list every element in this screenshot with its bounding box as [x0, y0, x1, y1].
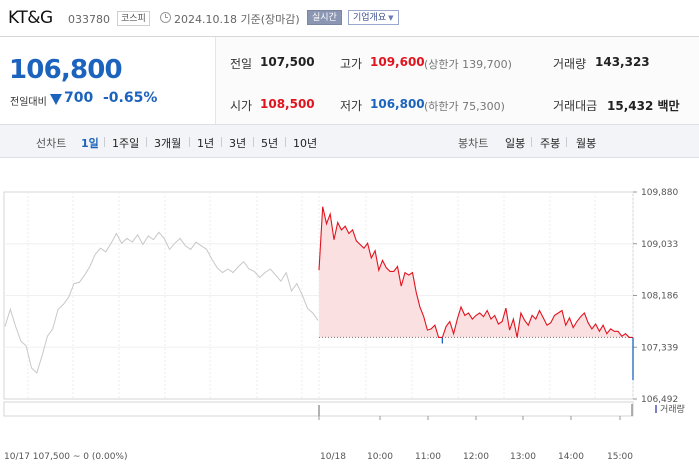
market-badge: 코스피 [117, 11, 150, 26]
x-tick-label: 10/18 [320, 452, 346, 462]
stock-header: KT&G 033780 코스피 2024.10.18 기준(장마감) 실시간 기… [0, 0, 699, 36]
amount-label: 거래대금 [553, 99, 598, 113]
open-label: 시가 [230, 99, 253, 113]
lower-limit: (하한가 75,300) [424, 100, 505, 113]
separator [104, 137, 105, 147]
line-chart-label: 선차트 [36, 137, 67, 150]
change-percent: -0.65% [103, 90, 158, 106]
candle-weekly[interactable]: 주봉 [540, 137, 561, 150]
separator [189, 137, 190, 147]
separator [221, 137, 222, 147]
stock-name: KT&G [8, 8, 53, 28]
high-label: 고가 [340, 57, 363, 71]
period-1y[interactable]: 1년 [197, 137, 215, 150]
separator [285, 137, 286, 147]
period-10y[interactable]: 10년 [293, 137, 318, 150]
period-3m[interactable]: 3개월 [154, 137, 182, 150]
change-amount: 700 [64, 90, 94, 106]
upper-limit: (상한가 139,700) [424, 58, 512, 71]
period-5y[interactable]: 5년 [261, 137, 279, 150]
separator [146, 137, 147, 147]
prev-close-label: 전일 [230, 57, 253, 71]
chevron-down-icon: ▼ [388, 14, 394, 22]
volume-value: 143,323 [595, 55, 650, 69]
company-overview-label: 기업개요 [353, 13, 387, 23]
candle-monthly[interactable]: 월봉 [576, 137, 597, 150]
candle-chart-label: 봉차트 [458, 137, 489, 150]
open-value: 108,500 [260, 97, 315, 111]
period-1w[interactable]: 1주일 [112, 137, 140, 150]
volume-legend-swatch [655, 405, 657, 413]
realtime-button[interactable]: 실시간 [307, 10, 342, 25]
y-tick-label: 109,880 [641, 188, 678, 198]
separator [531, 137, 532, 147]
x-tick-label: 14:00 [558, 452, 584, 462]
low-value: 106,800 [370, 97, 425, 111]
quote-stats: 전일 107,500 고가 109,600 (상한가 139,700) 거래량 … [215, 37, 699, 125]
company-overview-button[interactable]: 기업개요 ▼ [348, 10, 399, 25]
x-tick-label: 15:00 [607, 452, 633, 462]
amount-value: 15,432 백만 [607, 99, 680, 113]
y-tick-label: 108,186 [641, 292, 678, 302]
high-value: 109,600 [370, 55, 425, 69]
change-label: 전일대비 [10, 97, 47, 108]
current-price: 106,800 [9, 55, 123, 85]
prev-day-line [4, 231, 319, 374]
x-tick-label: 11:00 [415, 452, 441, 462]
y-tick-label: 106,492 [641, 395, 678, 405]
period-1d[interactable]: 1일 [81, 137, 99, 150]
separator [566, 137, 567, 147]
price-box: 106,800 전일대비 700 -0.65% [0, 37, 215, 125]
stock-code: 033780 [68, 13, 110, 26]
period-3y[interactable]: 3년 [229, 137, 247, 150]
x-tick-label: 12:00 [463, 452, 489, 462]
intraday-chart[interactable]: 109,880 109,033 108,186 107,339 106,492 거래량 10… [0, 158, 699, 470]
y-tick-label: 109,033 [641, 240, 678, 250]
quote-panel: 106,800 전일대비 700 -0.65% 전일 107,500 고가 10… [0, 36, 699, 125]
y-tick-label: 107,339 [641, 343, 678, 353]
volume-label: 거래량 [553, 57, 587, 71]
gain-area [319, 206, 633, 338]
candle-daily[interactable]: 일봉 [505, 137, 526, 150]
clock-icon [160, 12, 171, 23]
as-of-time: 2024.10.18 기준(장마감) [174, 13, 300, 26]
prev-close-value: 107,500 [260, 55, 315, 69]
low-label: 저가 [340, 99, 363, 113]
volume-label: 거래량 [660, 403, 685, 415]
prev-day-caption: 10/17 107,500 ~ 0 (0.00%) [4, 452, 127, 462]
separator [253, 137, 254, 147]
period-selector: 선차트 1일 1주일 3개월 1년 3년 5년 10년 봉차트 일봉 주봉 월봉 [0, 124, 699, 158]
x-tick-label: 10:00 [367, 452, 393, 462]
triangle-down-icon [50, 94, 62, 105]
today-line [318, 206, 633, 338]
x-tick-label: 13:00 [510, 452, 536, 462]
